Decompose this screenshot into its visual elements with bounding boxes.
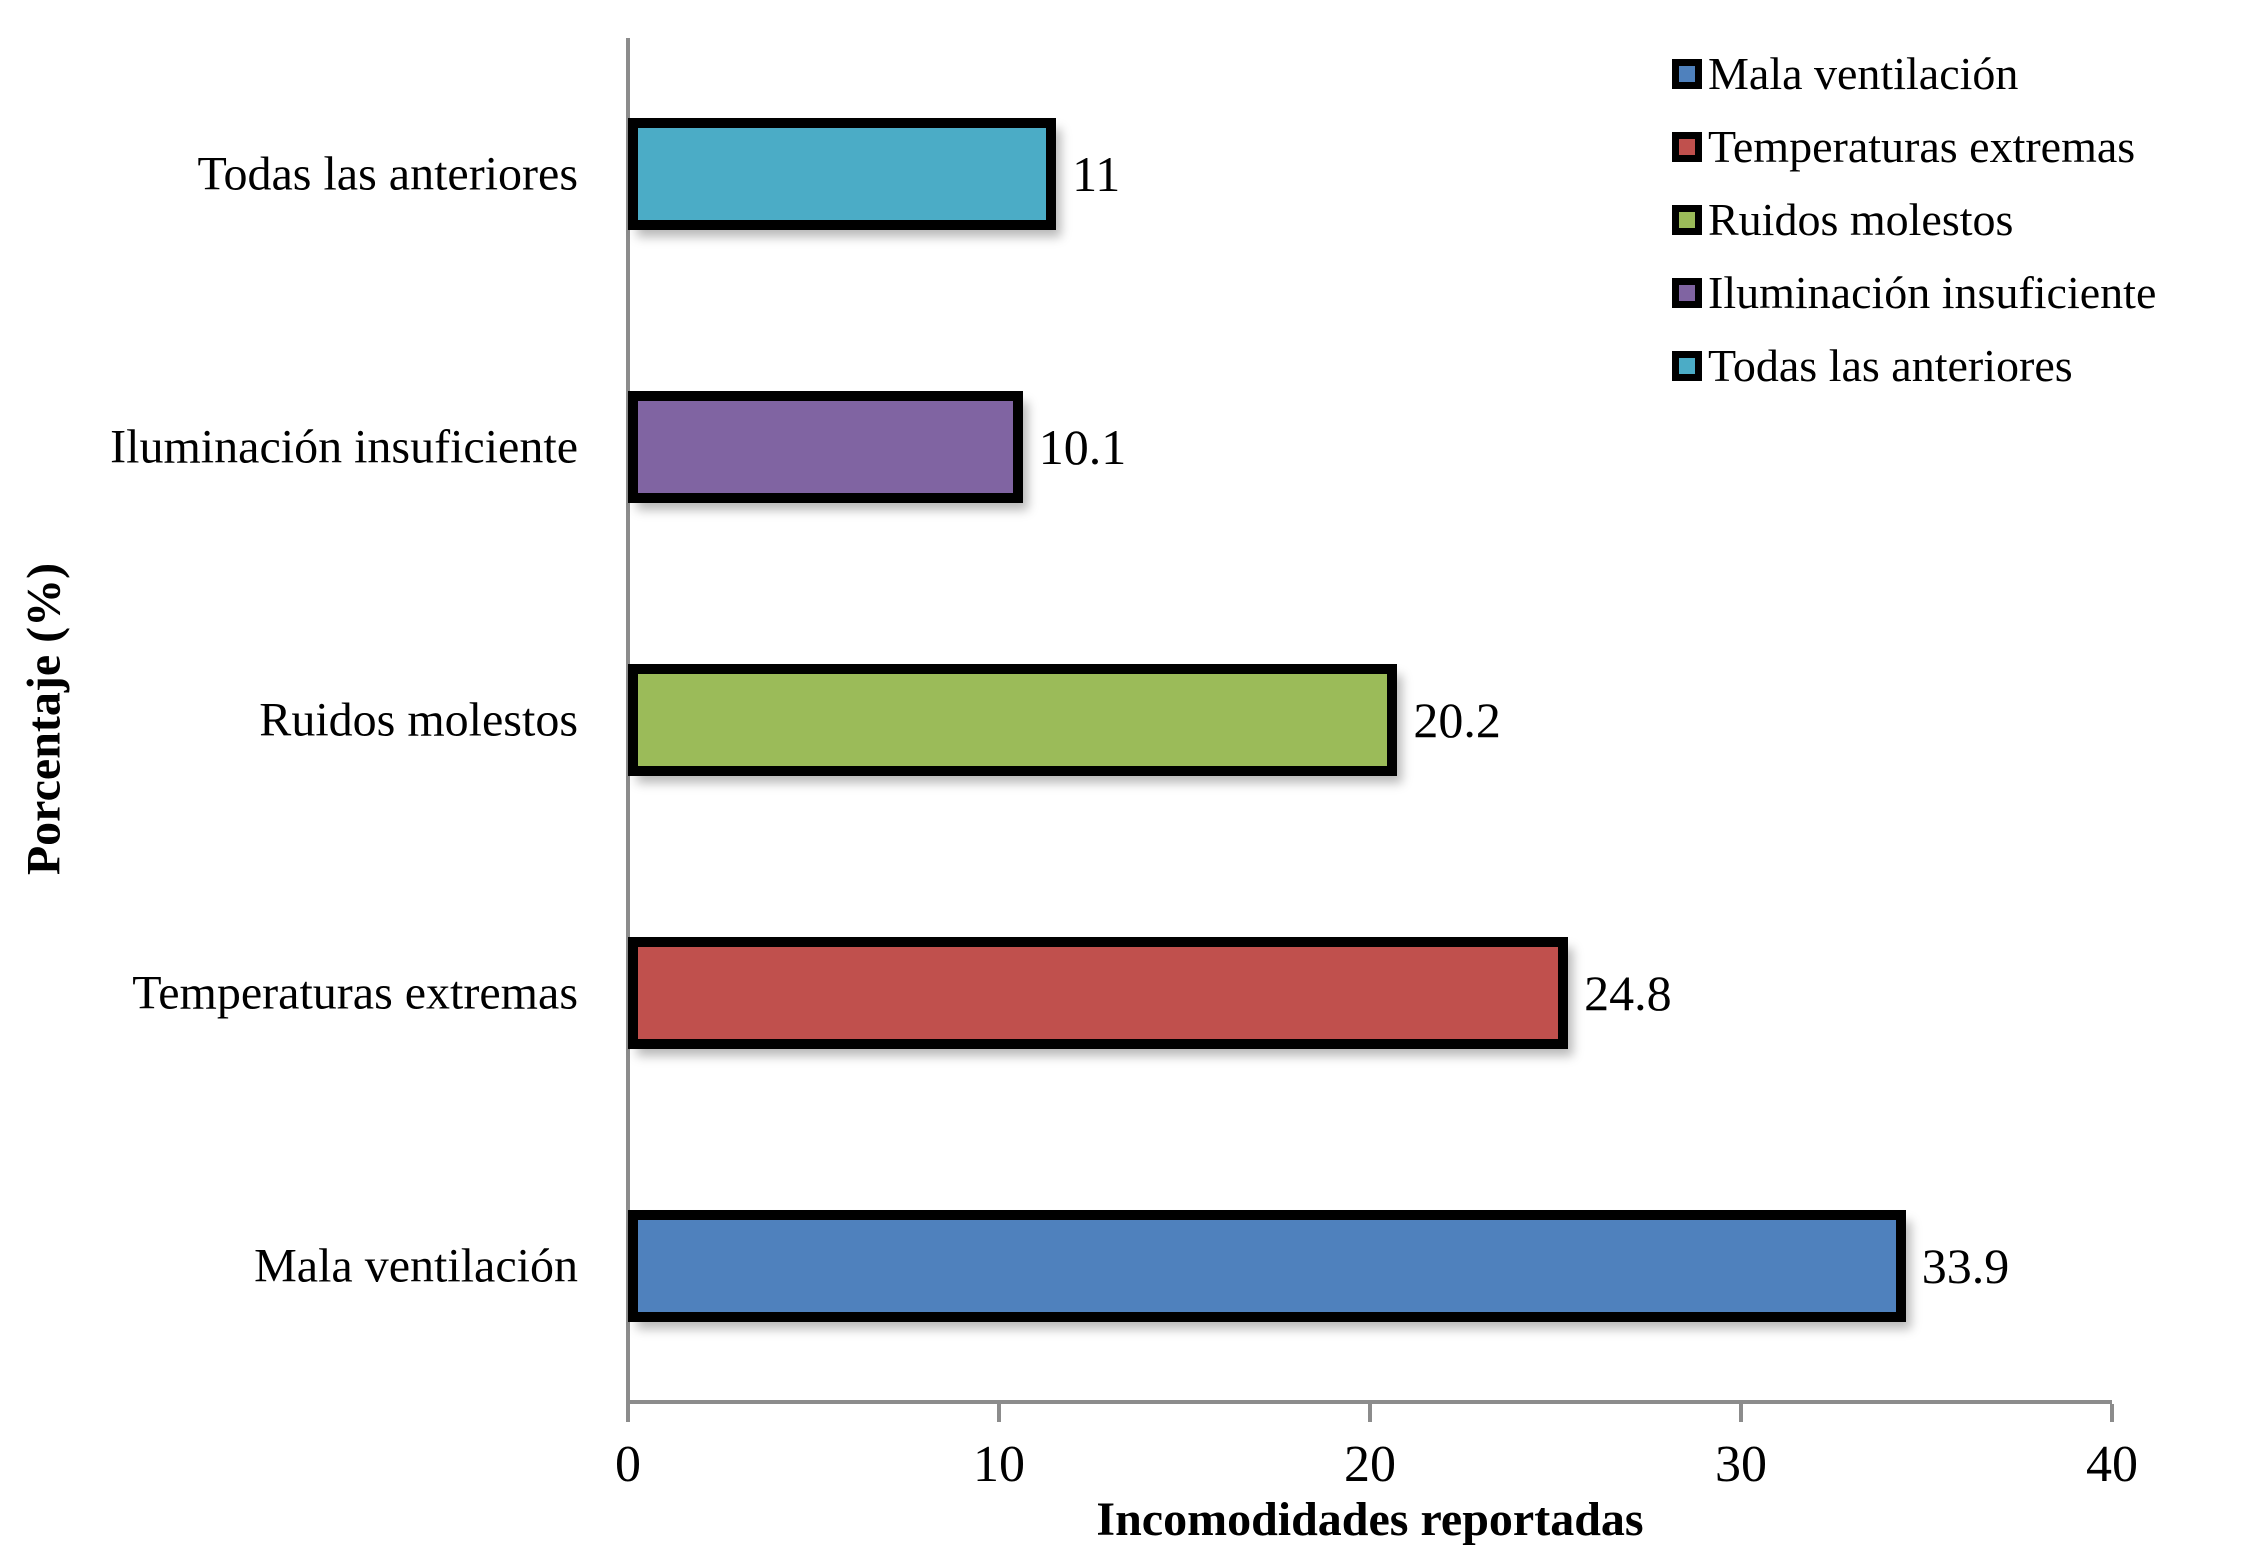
category-label: Temperaturas extremas [132, 966, 578, 1020]
legend-label: Mala ventilación [1708, 48, 2019, 99]
bar-5 [628, 1209, 1906, 1322]
legend-label: Temperaturas extremas [1708, 121, 2136, 172]
bar-value-label: 24.8 [1584, 964, 1672, 1021]
legend-swatch-icon [1672, 205, 1702, 235]
x-tick-mark [1368, 1404, 1372, 1422]
category-label: Ruidos molestos [259, 693, 578, 747]
legend-item: Iluminación insuficiente [1672, 269, 2156, 317]
bar-value-label: 33.9 [1921, 1237, 2010, 1294]
x-tick-mark [1739, 1404, 1743, 1422]
x-tick-mark [626, 1404, 630, 1422]
legend-label: Todas las anteriores [1708, 340, 2073, 391]
x-tick-label: 10 [973, 1436, 1025, 1493]
legend-item: Mala ventilación [1672, 50, 2156, 98]
legend-item: Temperaturas extremas [1672, 123, 2156, 171]
category-label: Mala ventilación [254, 1239, 578, 1292]
x-tick-label: 40 [2086, 1436, 2138, 1493]
x-axis-title: Incomodidades reportadas [1096, 1493, 1644, 1546]
x-axis-line [628, 1400, 2112, 1404]
bar-value-label: 10.1 [1038, 419, 1127, 476]
legend-swatch-icon [1672, 132, 1702, 162]
legend-label: Iluminación insuficiente [1708, 267, 2157, 318]
x-tick-label: 0 [615, 1436, 641, 1493]
bar-1 [628, 118, 1057, 231]
legend-item: Ruidos molestos [1672, 196, 2156, 244]
legend-item: Todas las anteriores [1672, 342, 2156, 390]
bar-value-label: 20.2 [1413, 692, 1501, 748]
legend-swatch-icon [1672, 351, 1702, 381]
x-tick-mark [2110, 1404, 2114, 1422]
legend: Mala ventilación Temperaturas extremas Rui… [1672, 50, 2156, 390]
x-tick-mark [997, 1404, 1001, 1422]
x-tick-label: 20 [1344, 1436, 1396, 1493]
x-tick-label: 30 [1715, 1436, 1767, 1493]
legend-swatch-icon [1672, 278, 1702, 308]
bar-value-label: 11 [1072, 146, 1121, 203]
legend-label: Ruidos molestos [1708, 194, 2014, 245]
category-label: Iluminación insuficiente [110, 420, 578, 474]
bar-4 [628, 936, 1569, 1049]
bar-3 [628, 664, 1398, 776]
bar-2 [628, 391, 1023, 504]
legend-swatch-icon [1672, 59, 1702, 89]
y-axis-title: Porcentaje (%) [17, 562, 71, 876]
category-label: Todas las anteriores [197, 147, 578, 201]
